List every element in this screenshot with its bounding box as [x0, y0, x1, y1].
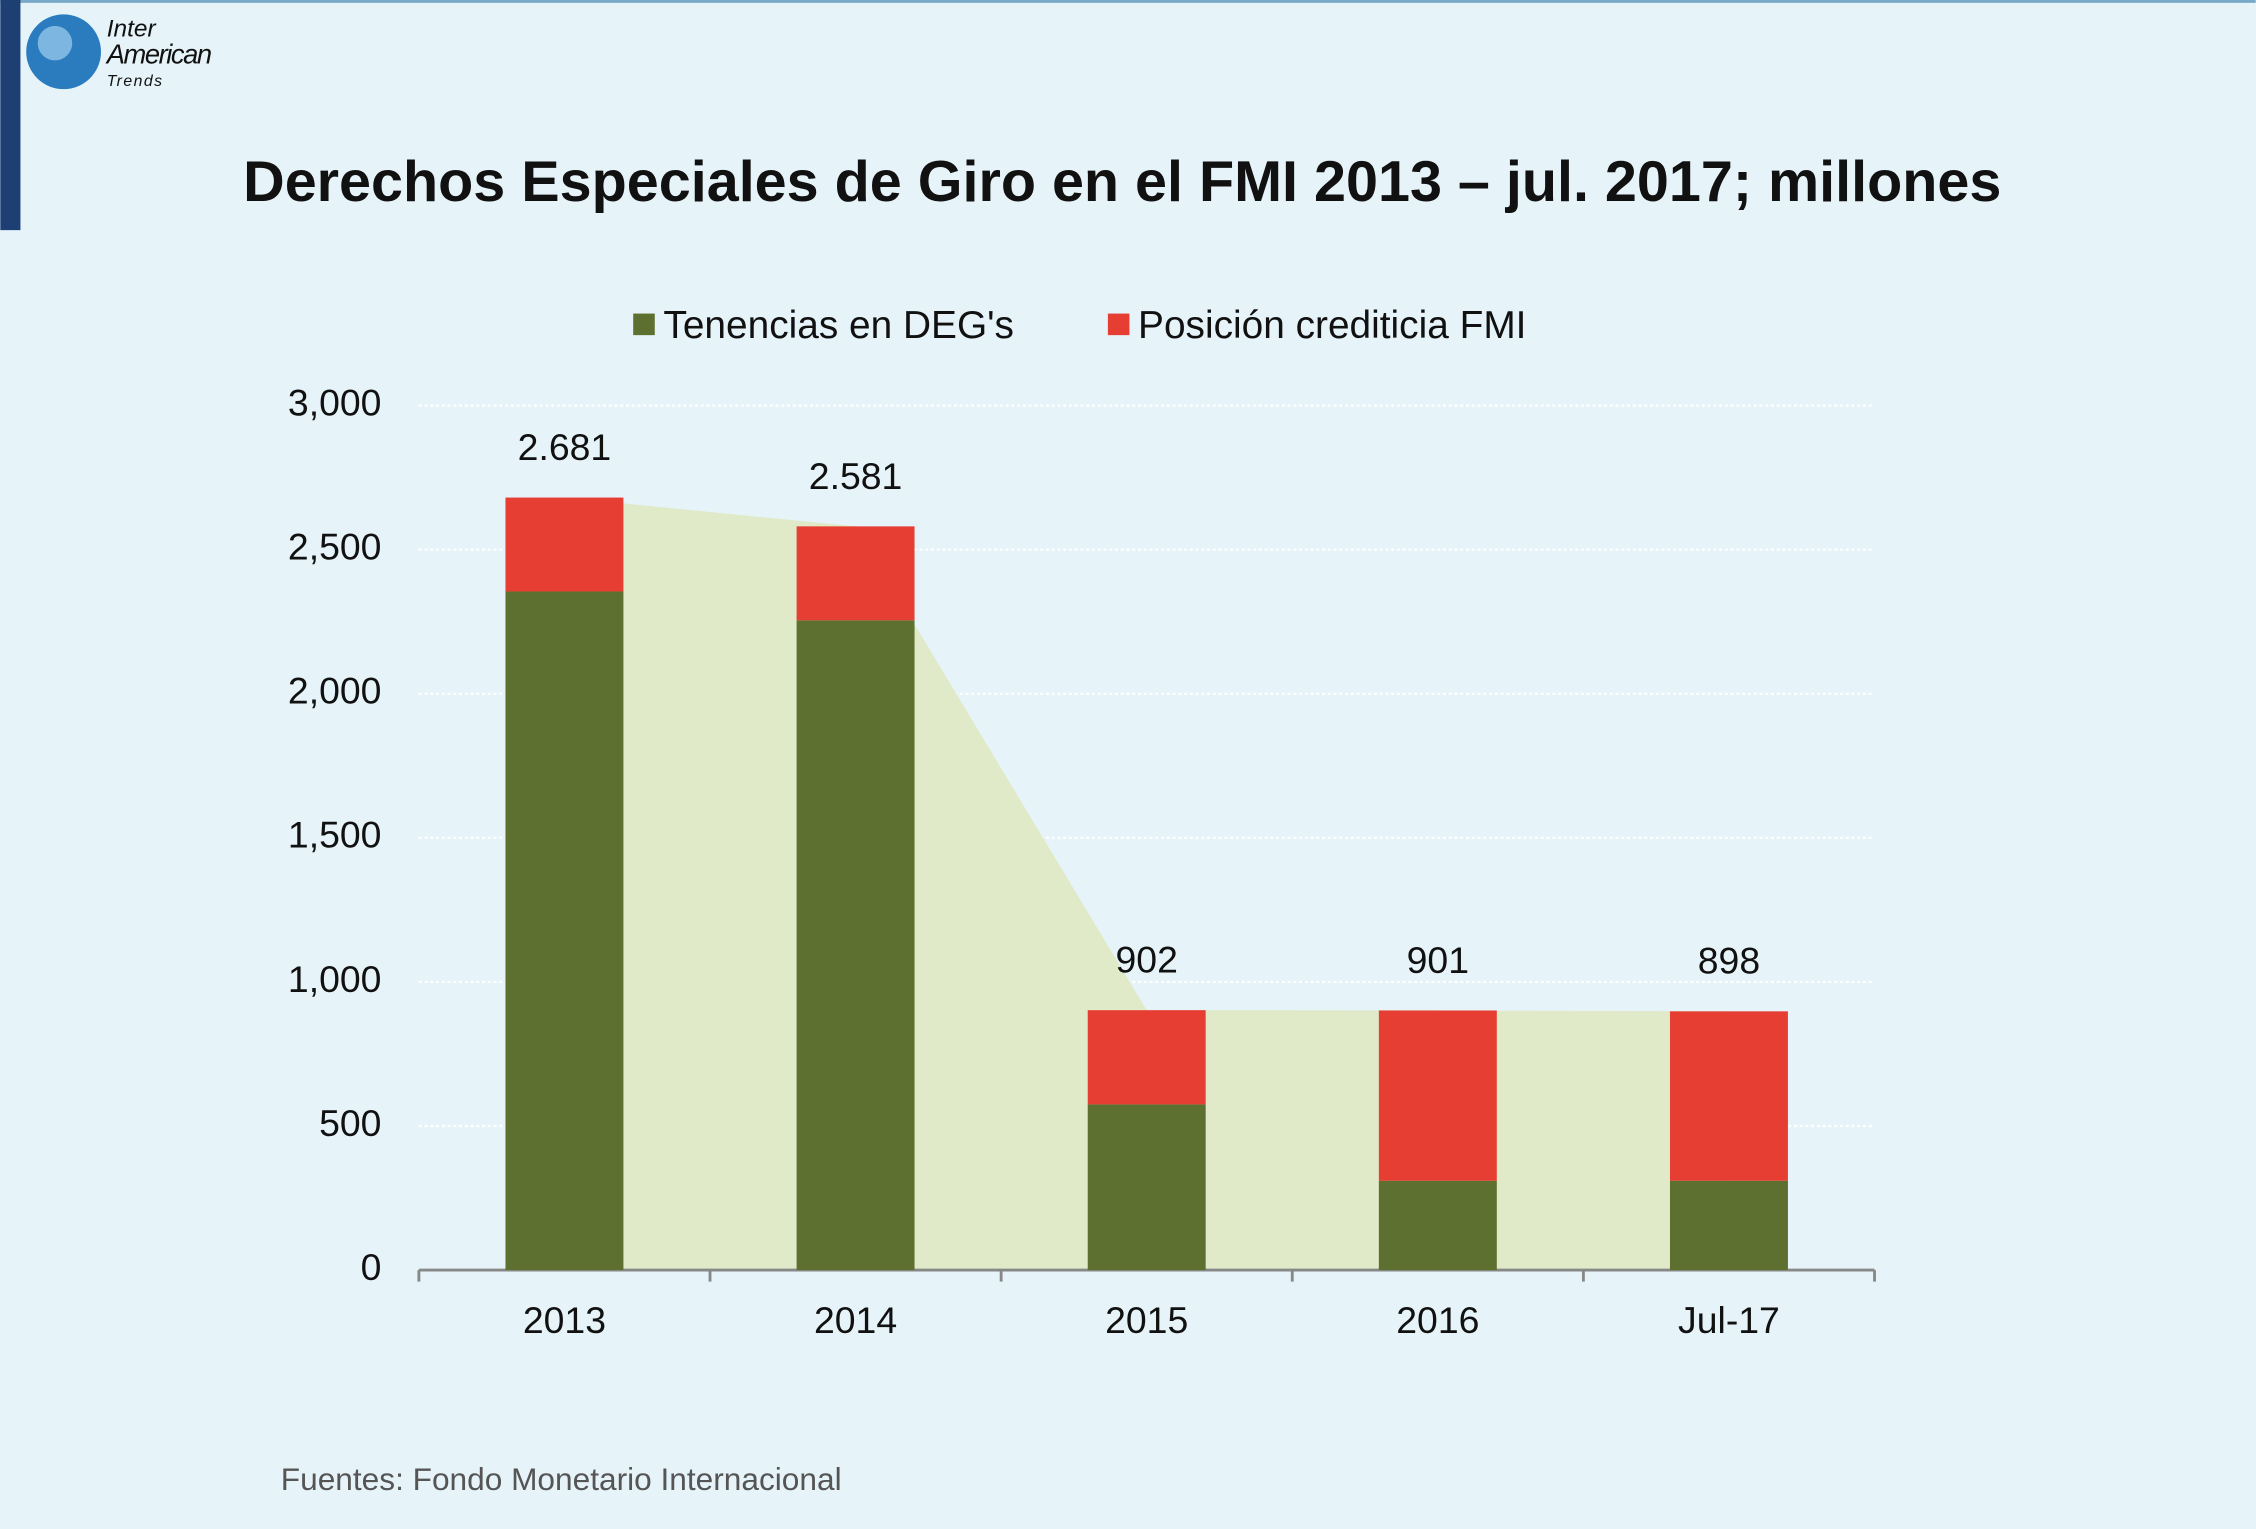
- x-tick-label: 2013: [523, 1299, 606, 1341]
- source: Fuentes: Fondo Monetario Internacional: [281, 1461, 842, 1497]
- bar-segment: [1669, 1180, 1788, 1271]
- y-tick-label: 2,000: [288, 670, 382, 712]
- legend-label: Posición crediticia FMI: [1138, 304, 1526, 347]
- legend-swatch: [1107, 313, 1130, 336]
- x-tick-label: 2014: [814, 1299, 897, 1341]
- side-band: [0, 0, 21, 231]
- total-label: 2.681: [518, 426, 612, 468]
- bar-segment: [796, 526, 915, 621]
- chart-title: Derechos Especiales de Giro en el FMI 20…: [243, 150, 2001, 214]
- logo-text: Inter: [107, 16, 157, 43]
- y-tick-label: 1,000: [288, 958, 382, 1000]
- total-label: 901: [1407, 939, 1469, 981]
- logo-text: Trends: [107, 73, 164, 90]
- y-tick-label: 3,000: [288, 381, 382, 423]
- y-tick-label: 500: [319, 1102, 381, 1144]
- y-tick-label: 1,500: [288, 814, 382, 856]
- x-tick-label: 2015: [1105, 1299, 1188, 1341]
- bar-segment: [1087, 1104, 1206, 1271]
- logo-text: American: [105, 38, 211, 69]
- y-tick-label: 2,500: [288, 526, 382, 568]
- bar-segment: [796, 620, 915, 1271]
- legend-swatch: [633, 313, 655, 336]
- bar-segment: [1087, 1010, 1206, 1105]
- legend-label: Tenencias en DEG's: [663, 304, 1014, 347]
- bar-segment: [505, 497, 624, 592]
- bar-segment: [1669, 1011, 1788, 1181]
- x-tick-label: 2016: [1396, 1299, 1479, 1341]
- bar-segment: [1378, 1180, 1497, 1271]
- y-tick-label: 0: [361, 1246, 382, 1288]
- x-tick-label: Jul-17: [1678, 1299, 1780, 1341]
- total-label: 898: [1698, 940, 1760, 982]
- bar-segment: [505, 591, 624, 1271]
- total-label: 902: [1116, 939, 1178, 981]
- bar-segment: [1378, 1010, 1497, 1181]
- logo-shine: [37, 25, 73, 61]
- total-label: 2.581: [809, 455, 903, 497]
